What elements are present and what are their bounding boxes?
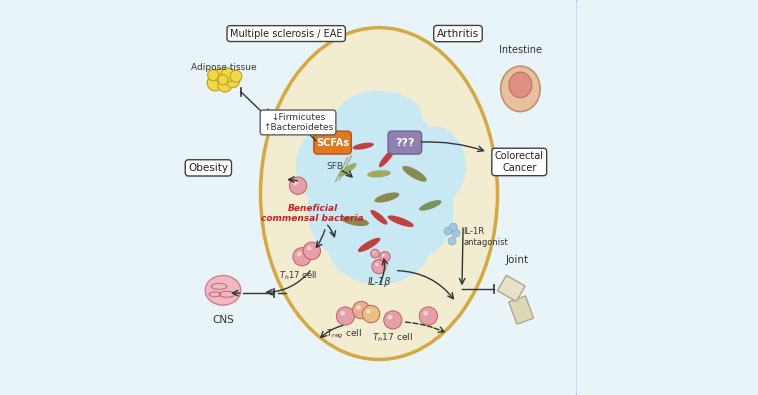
Circle shape (226, 74, 240, 88)
Circle shape (452, 229, 460, 237)
Circle shape (444, 227, 452, 235)
Circle shape (340, 311, 345, 316)
Circle shape (375, 263, 379, 266)
Text: IL-1β: IL-1β (367, 277, 391, 287)
Circle shape (352, 301, 370, 319)
Circle shape (362, 305, 380, 323)
Circle shape (366, 309, 371, 314)
Circle shape (208, 70, 218, 81)
Ellipse shape (327, 205, 431, 284)
Circle shape (388, 315, 393, 320)
Circle shape (356, 305, 361, 310)
Ellipse shape (358, 238, 381, 252)
Ellipse shape (402, 166, 427, 182)
Ellipse shape (509, 72, 532, 98)
Ellipse shape (342, 216, 369, 226)
Circle shape (384, 311, 402, 329)
Circle shape (337, 307, 355, 325)
Text: Multiple sclerosis / EAE: Multiple sclerosis / EAE (230, 28, 343, 39)
Circle shape (293, 248, 311, 266)
Text: SCFAs: SCFAs (316, 137, 349, 148)
Circle shape (303, 242, 321, 260)
Text: Arthritis: Arthritis (437, 28, 479, 39)
Text: $T_h$17 cell: $T_h$17 cell (279, 269, 317, 282)
Ellipse shape (205, 276, 241, 305)
Ellipse shape (308, 162, 379, 257)
Ellipse shape (338, 163, 356, 177)
Circle shape (448, 237, 456, 245)
FancyBboxPatch shape (388, 131, 421, 154)
Circle shape (218, 75, 228, 85)
Ellipse shape (383, 162, 454, 257)
Text: Colorectal
Cancer: Colorectal Cancer (495, 151, 543, 173)
Ellipse shape (371, 210, 387, 225)
FancyBboxPatch shape (180, 0, 578, 395)
Circle shape (449, 223, 457, 231)
Text: IL-1R
antagonist: IL-1R antagonist (463, 227, 508, 247)
Circle shape (371, 249, 380, 258)
Text: ???: ??? (396, 137, 415, 148)
Text: Intestine: Intestine (499, 45, 542, 55)
Circle shape (424, 311, 428, 316)
Ellipse shape (501, 66, 540, 112)
Text: SFB: SFB (326, 162, 343, 171)
Text: Joint: Joint (506, 255, 529, 265)
Ellipse shape (320, 107, 438, 194)
Ellipse shape (379, 149, 395, 167)
Circle shape (380, 252, 390, 262)
Ellipse shape (261, 28, 497, 359)
Circle shape (290, 177, 307, 194)
Ellipse shape (336, 91, 422, 146)
Ellipse shape (402, 126, 466, 205)
Text: CNS: CNS (212, 315, 234, 325)
Polygon shape (497, 275, 525, 301)
Circle shape (218, 78, 232, 92)
Circle shape (373, 251, 375, 253)
Text: ↓Firmicutes
↑Bacteroidetes: ↓Firmicutes ↑Bacteroidetes (263, 113, 334, 132)
Ellipse shape (374, 192, 399, 203)
Circle shape (207, 75, 223, 91)
Text: $T_{reg}$ cell: $T_{reg}$ cell (325, 328, 362, 341)
Circle shape (307, 246, 312, 250)
Ellipse shape (352, 143, 374, 150)
Text: $T_h$17 cell: $T_h$17 cell (371, 331, 412, 344)
Circle shape (419, 307, 437, 325)
Circle shape (372, 260, 386, 274)
Circle shape (382, 254, 384, 256)
Text: Beneficial
commensal bacteria: Beneficial commensal bacteria (262, 203, 364, 223)
Circle shape (293, 181, 298, 185)
Polygon shape (509, 296, 534, 324)
Text: Adipose tissue: Adipose tissue (191, 63, 257, 72)
Circle shape (213, 69, 225, 81)
Ellipse shape (314, 115, 444, 280)
Circle shape (230, 70, 242, 82)
Text: Obesity: Obesity (188, 163, 228, 173)
FancyBboxPatch shape (314, 131, 352, 154)
Circle shape (297, 252, 302, 256)
Ellipse shape (419, 200, 442, 211)
Circle shape (221, 68, 235, 82)
Ellipse shape (296, 126, 359, 205)
Ellipse shape (367, 170, 391, 177)
Ellipse shape (394, 141, 419, 151)
Ellipse shape (387, 215, 414, 227)
